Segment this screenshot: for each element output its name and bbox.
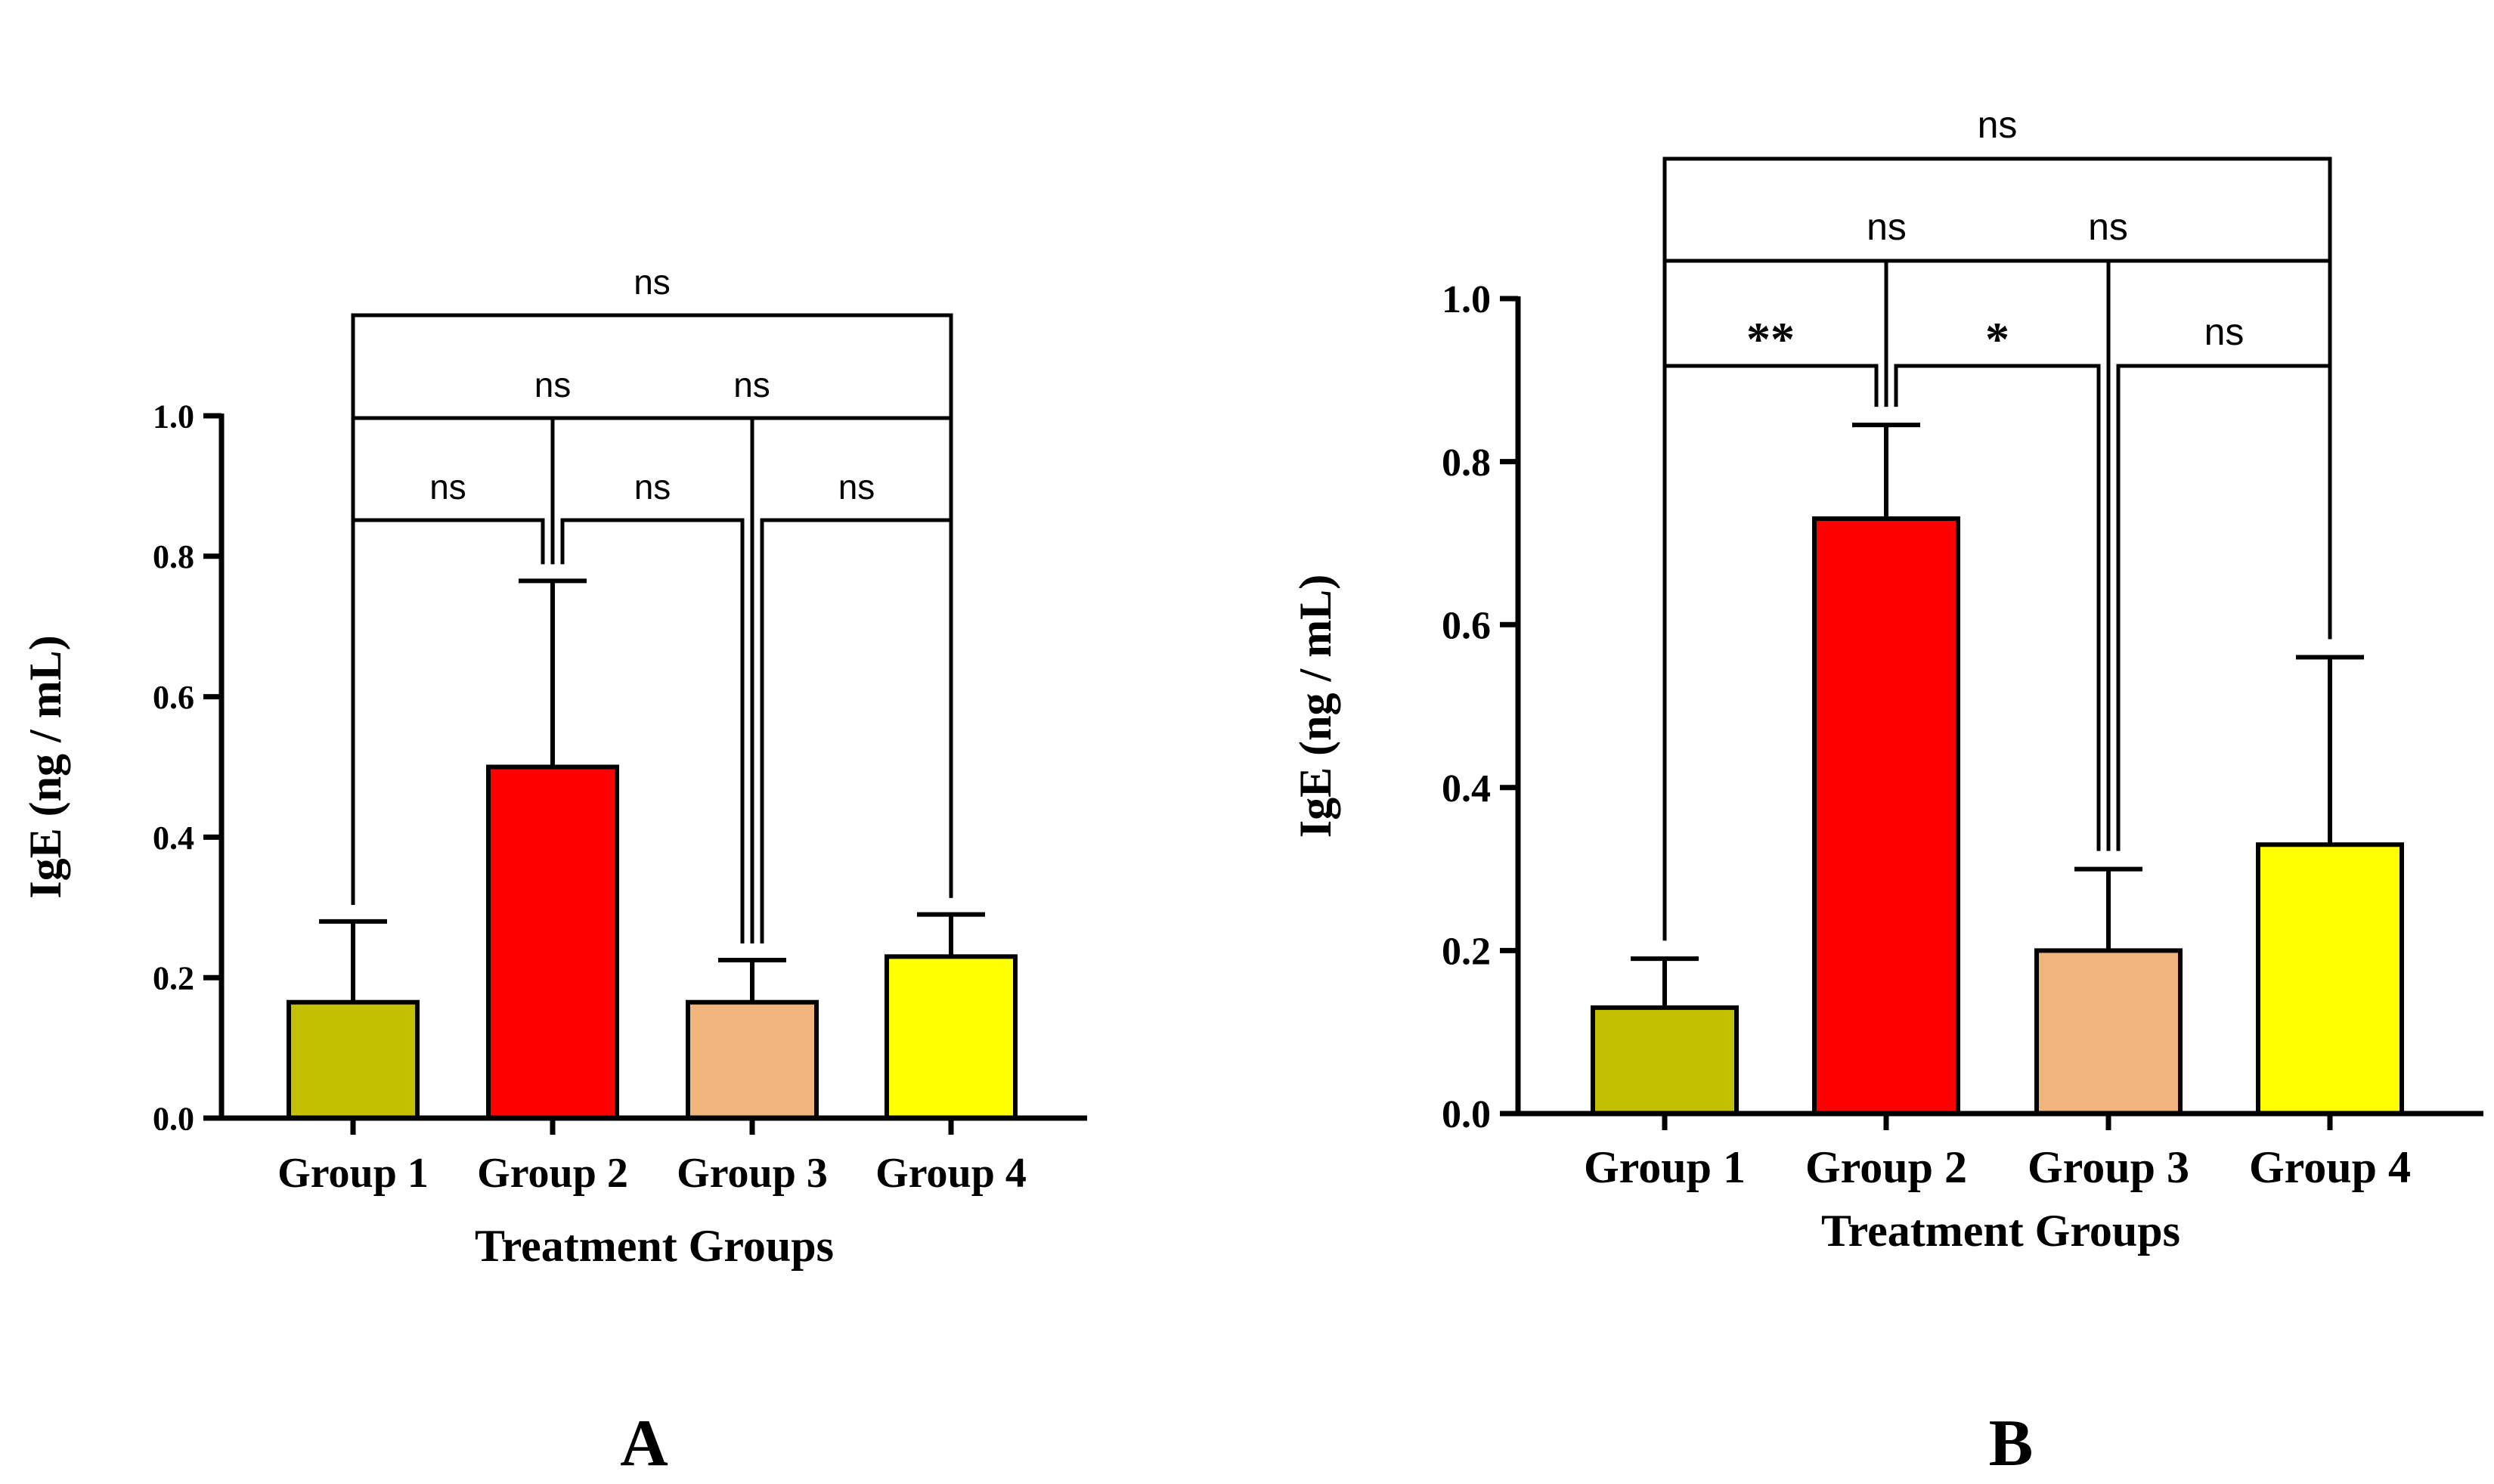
significance-bracket-b-1-4 xyxy=(1662,156,2332,941)
bar-a-group-3 xyxy=(686,999,819,1120)
y-tick-label-b: 0.2 xyxy=(1442,931,1491,974)
axes-b xyxy=(1515,296,2483,1117)
y-tick-label-a: 0.0 xyxy=(153,1100,194,1137)
x-ticks-b: Group 1 Group 2 Group 3 Group 4 xyxy=(1584,1114,2411,1192)
significance-label-a-2-3: ns xyxy=(634,467,671,507)
significance-label-b-1-3: ns xyxy=(1867,206,1907,248)
x-axis-title-b: Treatment Groups xyxy=(1821,1206,2180,1256)
bar-a-group-1 xyxy=(287,999,420,1120)
x-tick-label-b-group-4: Group 4 xyxy=(2249,1142,2411,1192)
significance-label-a-2-4: ns xyxy=(733,365,770,404)
y-tick-label-a: 1.0 xyxy=(153,398,194,435)
significance-bracket-b-3-4 xyxy=(2116,364,2332,851)
significance-label-a-1-4: ns xyxy=(634,262,671,302)
x-tick-label-a-group-3: Group 3 xyxy=(677,1150,828,1197)
significance-label-b-3-4: ns xyxy=(2204,311,2245,353)
x-tick-label-b-group-3: Group 3 xyxy=(2028,1142,2189,1192)
significance-label-b-2-4: ns xyxy=(2088,206,2128,248)
x-tick-label-a-group-1: Group 1 xyxy=(277,1150,429,1197)
significance-label-b-2-3: * xyxy=(1985,312,2009,366)
y-ticks-b: 0.0 0.2 0.4 0.6 0.8 1.0 xyxy=(1442,278,1518,1136)
bars-b xyxy=(1591,516,2404,1117)
errorbars-a xyxy=(319,578,985,1002)
significance-bracket-a-2-3 xyxy=(560,518,745,943)
significance-bracket-a-1-4 xyxy=(351,313,953,905)
y-tick-label-a: 0.4 xyxy=(153,819,194,857)
y-axis-title-b: IgE (ng / mL) xyxy=(1290,575,1340,838)
axes-a xyxy=(218,414,1087,1121)
errorbars-b xyxy=(1631,423,2364,1008)
x-tick-label-b-group-1: Group 1 xyxy=(1584,1142,1746,1192)
y-tick-label-b: 0.8 xyxy=(1442,441,1491,485)
y-tick-label-b: 1.0 xyxy=(1442,278,1491,321)
y-ticks-a: 0.0 0.2 0.4 0.6 0.8 1.0 xyxy=(153,398,222,1137)
panel-label-a: A xyxy=(620,1407,668,1480)
bar-a-group-2 xyxy=(486,764,619,1120)
bar-a-group-4 xyxy=(885,954,1018,1120)
bar-b-group-4 xyxy=(2256,842,2404,1116)
x-ticks-a: Group 1 Group 2 Group 3 Group 4 xyxy=(277,1118,1027,1197)
significance-label-b-1-2: ** xyxy=(1746,312,1795,366)
significance-label-a-3-4: ns xyxy=(838,467,875,507)
bar-b-group-3 xyxy=(2034,948,2183,1117)
y-tick-label-b: 0.4 xyxy=(1442,767,1491,810)
brackets-a: ns ns ns ns ns ns xyxy=(351,262,953,943)
y-tick-label-a: 0.6 xyxy=(153,679,194,716)
y-tick-label-b: 0.0 xyxy=(1442,1093,1491,1136)
significance-label-b-1-4: ns xyxy=(1978,104,2018,146)
x-tick-label-a-group-2: Group 2 xyxy=(477,1150,628,1197)
panel-label-b: B xyxy=(1989,1407,2034,1480)
bars-a xyxy=(287,764,1018,1120)
y-axis-title-a: IgE (ng / mL) xyxy=(20,635,70,898)
x-tick-label-a-group-4: Group 4 xyxy=(875,1150,1027,1197)
significance-bracket-a-3-4 xyxy=(760,518,953,943)
x-axis-title-a: Treatment Groups xyxy=(475,1221,834,1271)
significance-label-a-1-3: ns xyxy=(534,365,572,404)
significance-bracket-b-2-3 xyxy=(1894,364,2101,851)
y-tick-label-b: 0.6 xyxy=(1442,604,1491,647)
x-tick-label-b-group-2: Group 2 xyxy=(1805,1142,1967,1192)
y-tick-label-a: 0.8 xyxy=(153,538,194,575)
significance-label-a-1-2: ns xyxy=(429,467,466,507)
bar-b-group-2 xyxy=(1812,516,1960,1116)
y-tick-label-a: 0.2 xyxy=(153,960,194,997)
bar-b-group-1 xyxy=(1591,1005,1739,1116)
